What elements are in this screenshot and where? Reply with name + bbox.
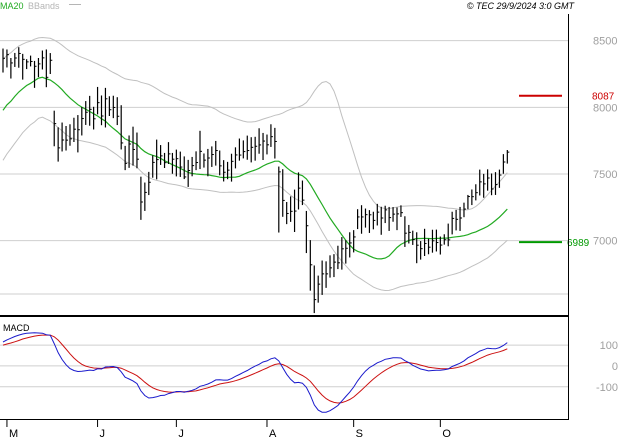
x-tick-label: J: [100, 428, 106, 440]
macd-title: MACD: [3, 323, 30, 333]
x-tick-label: O: [442, 428, 451, 440]
support-label: 6989: [567, 238, 590, 249]
macd-tick-label: 100: [600, 340, 618, 352]
legend-bbands-swatch: [69, 4, 81, 5]
ma20-polyline: [2, 76, 508, 260]
price-tick-label: 8000: [593, 102, 617, 114]
price-gridlines: [0, 40, 568, 295]
macd-signal-line: [2, 334, 508, 404]
x-tick-label: J: [178, 428, 184, 440]
bb-lower-line: [2, 116, 508, 292]
bb-upper-line: [2, 36, 508, 211]
price-tick-label: 7000: [593, 236, 617, 248]
chart-frame: [0, 14, 569, 420]
price-levels: 8087 6989: [519, 92, 615, 249]
price-tick-label: 7500: [593, 169, 617, 181]
legend-bbands: BBands: [28, 1, 60, 11]
legend-ma20: MA20: [0, 1, 24, 11]
price-tick-label: 8500: [593, 36, 617, 48]
x-tick-label: A: [269, 428, 277, 440]
bollinger-bands: [2, 36, 508, 292]
x-tick-label: M: [9, 428, 18, 440]
macd-tick-label: -100: [596, 382, 618, 394]
macd-line: [2, 332, 508, 413]
macd-panel: [0, 332, 568, 413]
ma20-line: [2, 76, 508, 260]
x-tick-label: S: [356, 428, 363, 440]
macd-tick-label: 0: [612, 361, 618, 373]
resistance-label: 8087: [592, 92, 615, 103]
price-bars: [2, 47, 510, 314]
y-axis: 8500 8000 7500 7000 100 0 -100: [593, 36, 618, 394]
copyright-text: © TEC 29/9/2024 3:0 GMT: [467, 1, 576, 11]
